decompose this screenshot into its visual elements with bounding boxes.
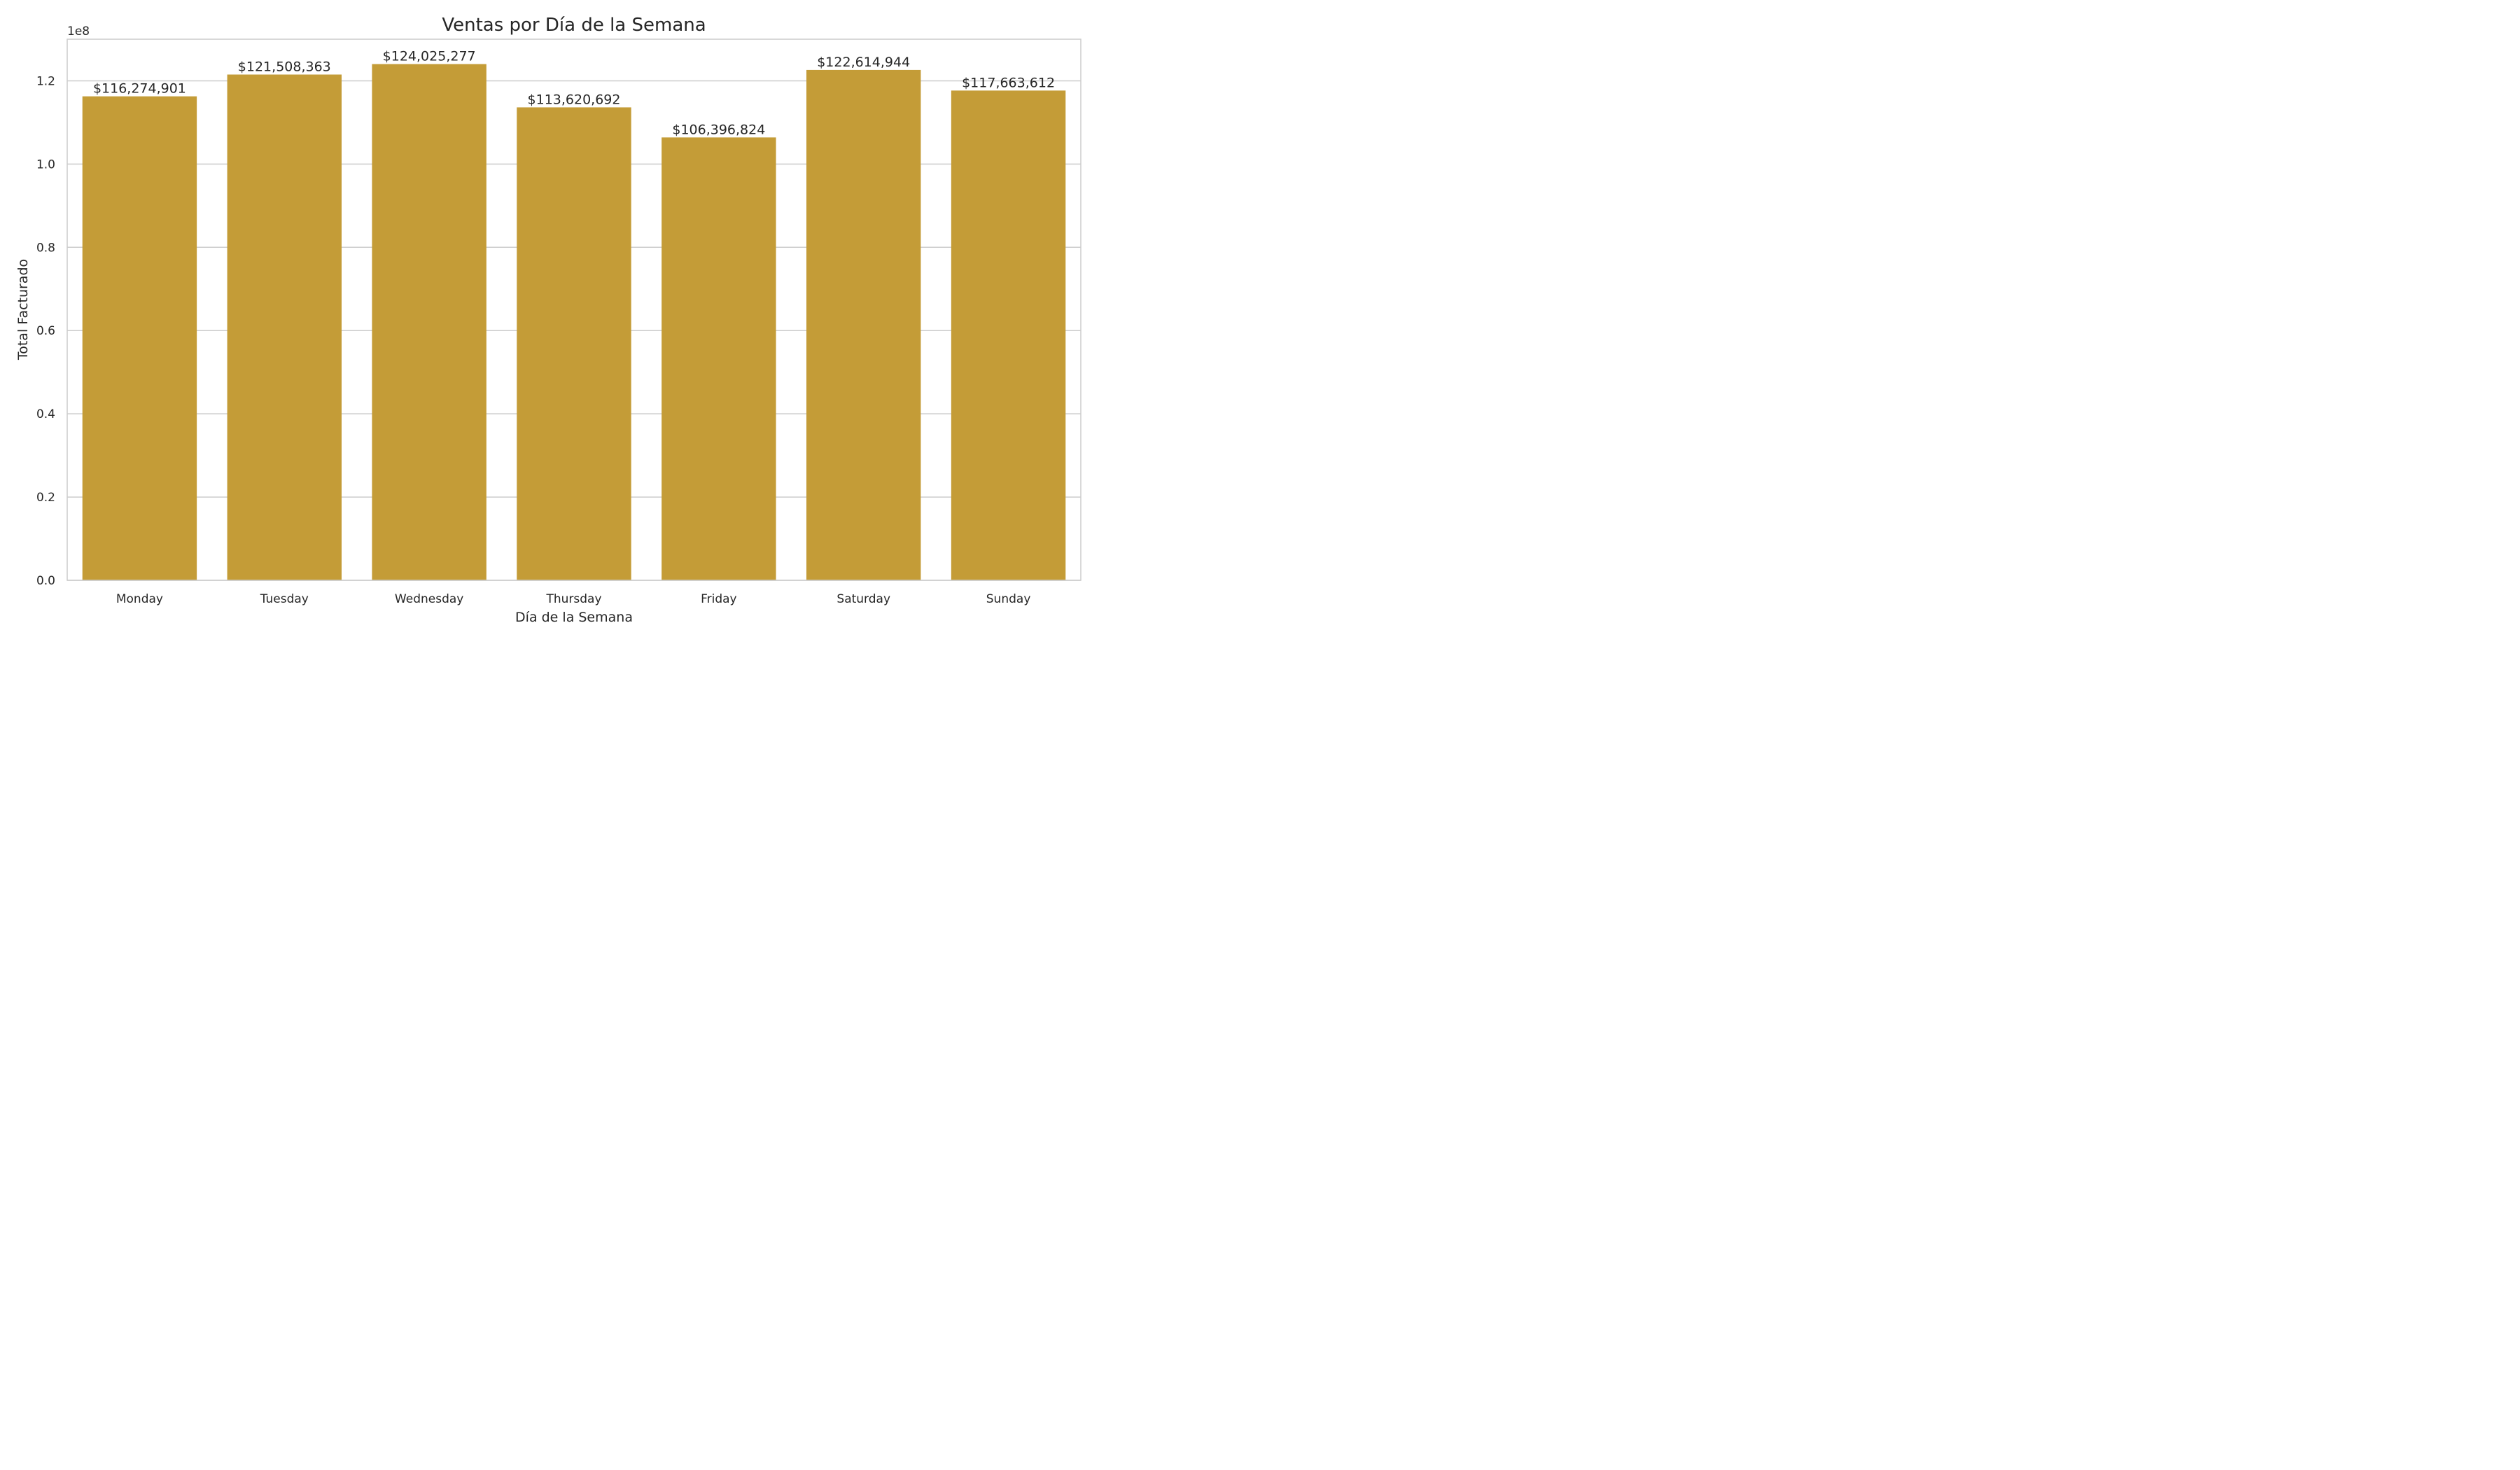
bar-friday	[662, 137, 776, 580]
bar-sunday	[951, 90, 1066, 580]
x-tick-label: Monday	[116, 592, 163, 606]
x-tick-label: Tuesday	[260, 592, 309, 606]
bar-saturday	[806, 69, 921, 581]
x-tick-label: Thursday	[545, 592, 601, 606]
bar-value-labels: $116,274,901 $121,508,363 $124,025,277 $113…	[93, 49, 1055, 138]
bar-value-label: $116,274,901	[93, 81, 186, 97]
plot-frame	[66, 38, 1082, 581]
y-tick-label: 1.0	[36, 158, 55, 172]
y-tick-label: 1.2	[36, 74, 55, 88]
bar-wednesday	[372, 64, 486, 581]
x-axis-ticks: Monday Tuesday Wednesday Thursday Friday Satu…	[116, 592, 1031, 606]
y-tick-label: 0.0	[36, 574, 55, 588]
bar-value-label: $117,663,612	[962, 75, 1055, 90]
bar-value-label: $113,620,692	[528, 92, 621, 107]
y-tick-label: 0.6	[36, 324, 55, 338]
bar-chart: $116,274,901 $121,508,363 $124,025,277 $113…	[0, 0, 1098, 640]
y-axis-ticks: 0.0 0.2 0.4 0.6 0.8 1.0 1.2	[36, 74, 55, 588]
y-tick-label: 0.2	[36, 491, 55, 505]
x-tick-label: Friday	[701, 592, 737, 606]
y-axis-label: Total Facturado	[15, 259, 31, 360]
x-axis-label: Día de la Semana	[515, 610, 633, 625]
x-tick-label: Wednesday	[395, 592, 463, 606]
bar-tuesday	[227, 74, 342, 581]
bars	[82, 64, 1066, 581]
x-tick-label: Saturday	[836, 592, 890, 606]
chart-title: Ventas por Día de la Semana	[442, 15, 706, 36]
bar-value-label: $106,396,824	[672, 122, 765, 137]
bar-thursday	[517, 107, 631, 580]
y-tick-label: 0.4	[36, 407, 55, 421]
bar-value-label: $122,614,944	[817, 55, 910, 70]
bar-monday	[82, 96, 197, 580]
bar-value-label: $124,025,277	[383, 49, 476, 64]
x-tick-label: Sunday	[986, 592, 1031, 606]
bar-value-label: $121,508,363	[238, 59, 331, 74]
y-tick-label: 0.8	[36, 241, 55, 255]
offset-label: 1e8	[67, 24, 90, 38]
